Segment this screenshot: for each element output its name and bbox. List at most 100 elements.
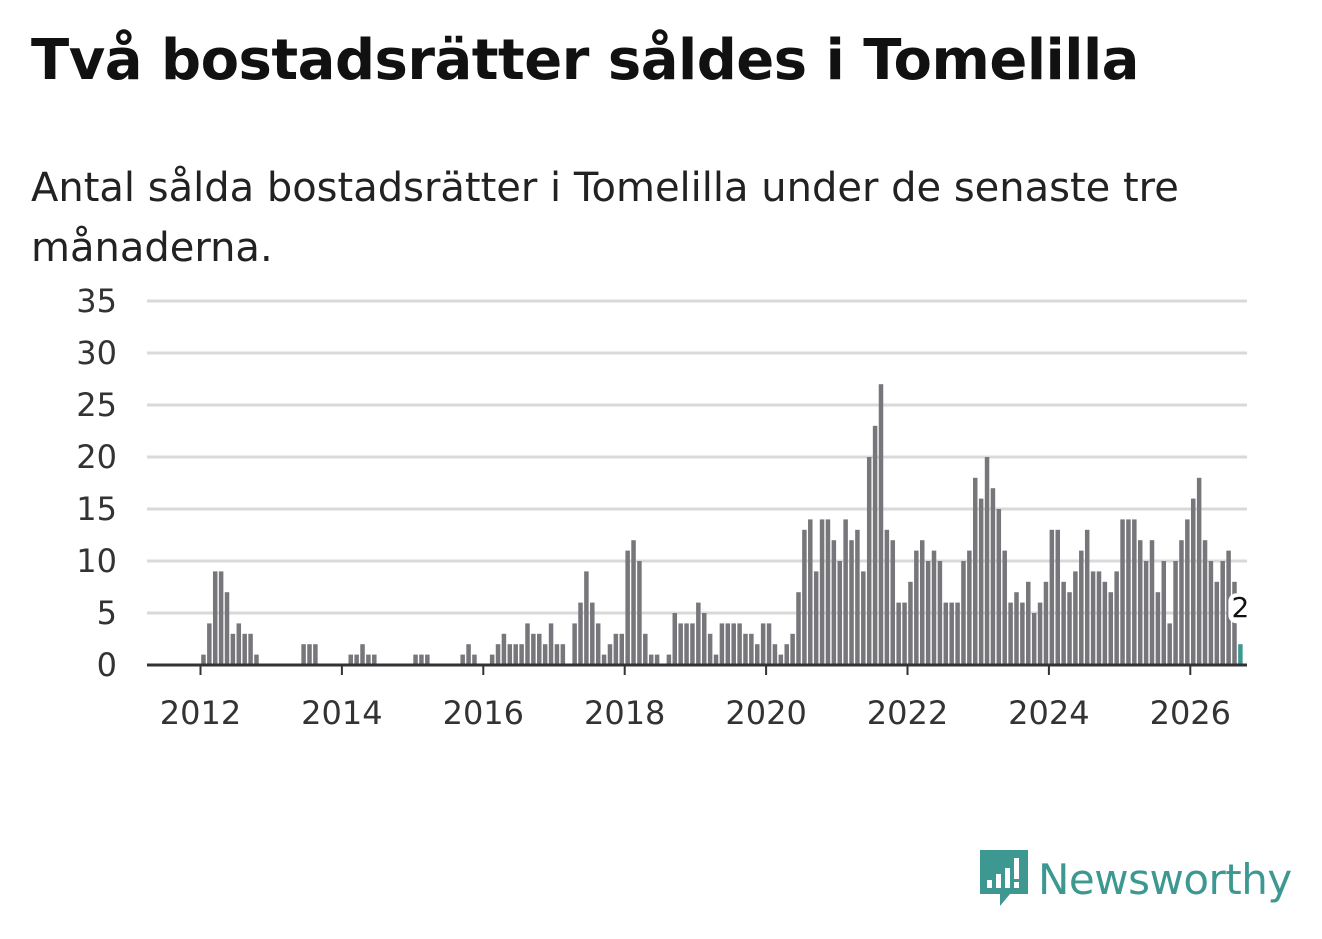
bar: [601, 654, 607, 665]
bar: [1214, 581, 1220, 665]
bar: [1167, 623, 1172, 665]
bar: [472, 654, 477, 665]
bar: [967, 550, 972, 665]
bar: [643, 633, 648, 665]
bar: [866, 457, 872, 665]
bar: [1096, 571, 1102, 665]
bar: [501, 633, 507, 665]
bar: [307, 644, 312, 665]
bar: [507, 644, 513, 665]
bar: [554, 644, 560, 665]
bar: [961, 561, 966, 665]
bar: [672, 613, 678, 665]
x-tick-label: 2016: [443, 694, 524, 732]
bar: [607, 644, 613, 665]
bar: [613, 633, 619, 665]
y-tick-label: 10: [76, 542, 117, 580]
bar: [1149, 540, 1155, 665]
bar: [1179, 540, 1184, 665]
y-tick-label: 25: [76, 386, 117, 424]
last-value-bg: [1228, 593, 1253, 624]
bar: [890, 540, 896, 665]
bar: [531, 633, 536, 665]
bar: [837, 561, 842, 665]
bar: [301, 644, 306, 665]
brand-name: Newsworthy: [1038, 854, 1292, 904]
bar: [678, 623, 683, 665]
bar: [218, 571, 224, 665]
bar: [1202, 540, 1208, 665]
bar: [955, 602, 960, 665]
bar: [984, 457, 990, 665]
bar: [1191, 498, 1196, 665]
bar: [460, 654, 465, 665]
bar: [1137, 540, 1143, 665]
bar: [949, 602, 954, 665]
bar-highlight: [1238, 644, 1243, 665]
bar: [212, 571, 218, 665]
last-value-text: 2: [1231, 591, 1249, 624]
bar: [248, 633, 253, 665]
bars: [201, 384, 1243, 665]
bar: [372, 654, 377, 665]
x-tick-label: 2012: [160, 694, 241, 732]
bar: [760, 623, 766, 665]
bar: [790, 633, 795, 665]
bar: [648, 654, 654, 665]
bar: [525, 623, 530, 665]
bar: [690, 623, 695, 665]
bar: [1196, 477, 1202, 665]
x-tick-label: 2026: [1150, 694, 1231, 732]
bar: [313, 644, 318, 665]
bar: [1020, 602, 1025, 665]
bar: [1143, 561, 1149, 665]
bar: [737, 623, 742, 665]
bar: [937, 561, 943, 665]
bar: [542, 644, 548, 665]
bar: [1037, 602, 1043, 665]
bar: [1185, 519, 1190, 665]
bar: [348, 654, 353, 665]
bar: [831, 540, 837, 665]
bar: [1055, 529, 1060, 665]
x-tick-label: 2022: [867, 694, 948, 732]
y-tick-label: 35: [76, 282, 117, 320]
bar: [749, 633, 754, 665]
bar: [619, 633, 624, 665]
bar: [1208, 561, 1214, 665]
bar: [1102, 581, 1108, 665]
bar: [1161, 561, 1167, 665]
bar: [654, 654, 660, 665]
bar: [825, 519, 831, 665]
x-tick-label: 2020: [725, 694, 806, 732]
bar: [943, 602, 949, 665]
bar: [808, 519, 813, 665]
bar: [360, 644, 365, 665]
bar: [1084, 529, 1090, 665]
bar: [796, 592, 801, 665]
bar: [772, 644, 778, 665]
y-tick-label: 15: [76, 490, 117, 528]
bar: [207, 623, 212, 665]
bar: [696, 602, 701, 665]
bar: [990, 488, 996, 665]
last-value-label: 2: [1228, 591, 1253, 624]
bar: [1132, 519, 1137, 665]
bar: [802, 529, 807, 665]
bar: [230, 633, 236, 665]
bar: [925, 561, 931, 665]
bar: [731, 623, 736, 665]
bar: [914, 550, 919, 665]
bar: [637, 561, 642, 665]
bar: [236, 623, 242, 665]
bar: [725, 623, 731, 665]
bar: [513, 644, 518, 665]
bar: [242, 633, 247, 665]
bar: [1014, 592, 1019, 665]
bar: [224, 592, 230, 665]
chart-title: Två bostadsrätter såldes i Tomelilla: [31, 28, 1139, 93]
bar: [1114, 571, 1119, 665]
bar: [973, 477, 978, 665]
chart-subtitle: Antal sålda bostadsrätter i Tomelilla un…: [31, 165, 1179, 271]
